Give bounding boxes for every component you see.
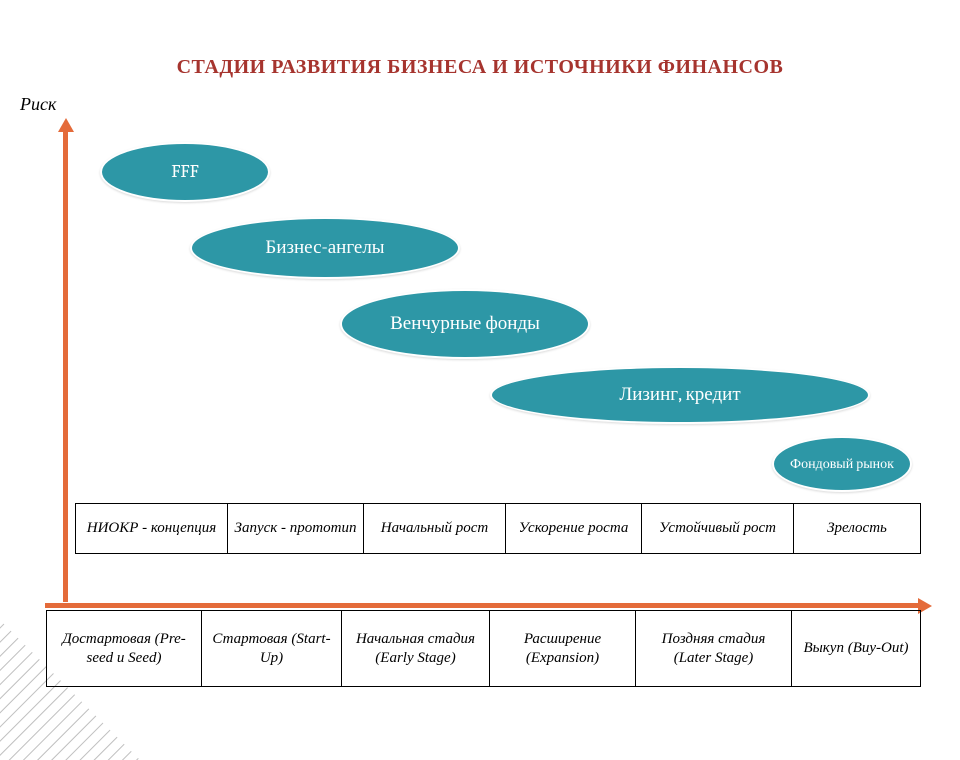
stage-cell: Выкуп (Buy-Out) (792, 611, 921, 687)
stage-cell: Зрелость (794, 504, 921, 554)
stage-cell: Начальная стадия (Early Stage) (342, 611, 490, 687)
stage-cell: НИОКР - концепция (76, 504, 228, 554)
horizontal-axis (45, 603, 920, 608)
vertical-axis (63, 128, 68, 602)
funding-ellipse-market: Фондовый рынок (772, 436, 912, 492)
stage-cell: Достартовая (Pre-seed и Seed) (47, 611, 202, 687)
funding-ellipse-credit: Лизинг, кредит (490, 366, 870, 424)
stage-cell: Ускорение роста (506, 504, 642, 554)
funding-ellipse-fff: FFF (100, 142, 270, 202)
slide-title: СТАДИИ РАЗВИТИЯ БИЗНЕСА И ИСТОЧНИКИ ФИНА… (0, 56, 960, 79)
funding-ellipse-angels: Бизнес-ангелы (190, 217, 460, 279)
stage-cell: Поздняя стадия (Later Stage) (636, 611, 792, 687)
stage-cell: Устойчивый рост (642, 504, 794, 554)
stages-table-en: Достартовая (Pre-seed и Seed)Стартовая (… (46, 610, 921, 687)
stage-cell: Запуск - прототип (228, 504, 364, 554)
risk-axis-label: Риск (20, 94, 56, 115)
funding-ellipse-vc: Венчурные фонды (340, 289, 590, 359)
vertical-axis-arrow (58, 118, 74, 132)
stage-cell: Расширение (Expansion) (490, 611, 636, 687)
stage-cell: Стартовая (Start-Up) (202, 611, 342, 687)
stage-cell: Начальный рост (364, 504, 506, 554)
stages-table-ru: НИОКР - концепцияЗапуск - прототипНачаль… (75, 503, 921, 554)
